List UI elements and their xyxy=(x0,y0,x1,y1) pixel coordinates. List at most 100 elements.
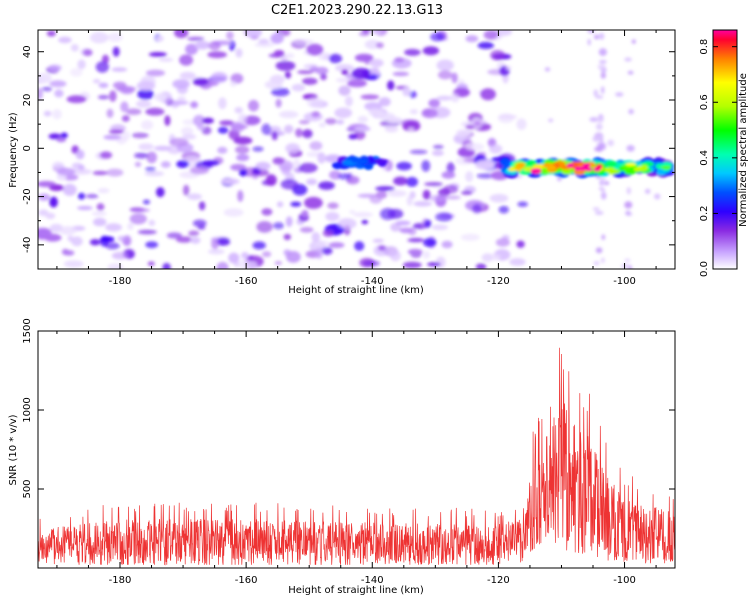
spectrogram-blob-577 xyxy=(601,234,606,240)
spectrogram-blob-563 xyxy=(600,142,606,151)
spectrogram-blob-463 xyxy=(516,118,527,130)
spectrogram-blob-313 xyxy=(274,261,283,265)
spectrogram-blob-235 xyxy=(402,261,422,269)
snr-y-axis-label: SNR (10 * v/v) xyxy=(8,414,19,485)
spectrogram-blob-437 xyxy=(477,41,494,50)
spectrogram-blob-490 xyxy=(302,77,318,85)
spectrogram-blob-475 xyxy=(351,67,371,80)
spectrogram-blob-101 xyxy=(285,53,295,59)
spectrogram-blob-274 xyxy=(489,144,503,154)
spectrogram-blob-136 xyxy=(230,163,247,171)
spectrogram-blob-506 xyxy=(338,85,351,96)
spectrogram-blob-854 xyxy=(530,168,542,174)
spectrogram-blob-401 xyxy=(432,150,444,157)
spectrogram-blob-464 xyxy=(66,95,87,104)
spectrogram-blob-200 xyxy=(233,136,253,145)
spectrogram-blob-482 xyxy=(177,96,186,101)
spectrogram-blob-355 xyxy=(407,248,423,255)
spectrogram-blob-496 xyxy=(317,152,326,164)
spectrogram-blob-553 xyxy=(599,60,607,64)
spectrogram-blob-442 xyxy=(465,171,474,183)
spectrogram-blob-855 xyxy=(625,162,637,167)
spectrogram-blob-340 xyxy=(301,210,309,217)
spectrogram-blob-851 xyxy=(508,167,516,172)
spectrogram-blob-211 xyxy=(218,97,227,110)
spectrogram-blob-466 xyxy=(408,227,417,236)
spectrogram-blob-15 xyxy=(446,162,455,174)
snr-x-tick-label-3: -120 xyxy=(487,575,510,586)
spectrogram-blob-450 xyxy=(155,187,165,198)
spectrogram-blob-306 xyxy=(134,152,149,159)
spectrogram-blob-333 xyxy=(516,240,525,248)
spectrogram-blob-383 xyxy=(390,222,401,232)
spectrogram-blob-144 xyxy=(162,262,171,269)
spectrogram-blob-214 xyxy=(172,79,190,89)
spectrogram-blob-47 xyxy=(120,101,129,113)
spectrogram-blob-424 xyxy=(239,169,248,177)
spectrogram-blob-74 xyxy=(137,229,157,235)
spectrogram-blob-841 xyxy=(546,165,557,171)
spectrogram-blob-301 xyxy=(436,59,454,72)
spectrogram-blob-472 xyxy=(235,48,243,58)
spectrogram-blob-302 xyxy=(354,53,374,62)
spectrogram-blob-248 xyxy=(142,199,151,205)
spectrogram-blob-515 xyxy=(107,263,123,269)
spectrogram-blob-276 xyxy=(315,66,329,75)
snr-x-tick-label-4: -100 xyxy=(613,575,636,586)
spectrogram-blob-2 xyxy=(476,173,496,179)
spectrogram-blob-397 xyxy=(38,227,52,238)
spectrogram-blob-233 xyxy=(284,124,294,134)
spectrogram-blob-116 xyxy=(276,201,284,208)
spectrogram-blob-421 xyxy=(280,178,299,190)
spectrogram-blob-377 xyxy=(202,160,220,166)
spectrogram-blob-3 xyxy=(357,115,368,123)
colorbar-tick-label-3: 0.6 xyxy=(699,94,710,110)
spectrogram-blob-435 xyxy=(93,217,107,227)
spectrogram-blob-425 xyxy=(347,79,367,88)
spectrogram-y-tick-label-3: 20 xyxy=(22,94,33,107)
spectrogram-blob-393 xyxy=(369,73,378,81)
spectrogram-blob-452 xyxy=(378,245,386,251)
spectrogram-blob-205 xyxy=(236,154,250,162)
spectrogram-blob-411 xyxy=(155,35,164,42)
spectrogram-blob-386 xyxy=(190,236,201,244)
spectrogram-blob-432 xyxy=(388,208,404,219)
spectrogram-blob-18 xyxy=(90,31,109,44)
spectrogram-blob-529 xyxy=(548,118,554,123)
spectrogram-blob-575 xyxy=(627,70,634,75)
spectrogram-blob-436 xyxy=(92,170,108,176)
spectrogram-blob-331 xyxy=(271,87,290,97)
spectrogram-blob-499 xyxy=(58,36,72,44)
spectrogram-blob-522 xyxy=(595,123,603,131)
spectrogram-blob-525 xyxy=(594,34,599,40)
spectrogram-blob-596 xyxy=(374,158,389,164)
spectrogram-blob-561 xyxy=(625,210,631,216)
spectrogram-blob-410 xyxy=(433,144,444,150)
spectrogram-blob-7 xyxy=(109,90,117,102)
spectrogram-blob-236 xyxy=(464,143,485,151)
spectrogram-blob-375 xyxy=(91,211,107,216)
spectrogram-blob-427 xyxy=(394,57,405,63)
spectrogram-blob-574 xyxy=(603,181,610,186)
spectrogram-blob-342 xyxy=(166,232,182,239)
spectrogram-blob-356 xyxy=(273,50,285,58)
spectrogram-blob-152 xyxy=(158,57,174,62)
spectrogram-blob-315 xyxy=(404,48,421,56)
spectrogram-blob-261 xyxy=(248,99,259,112)
spectrogram-blob-541 xyxy=(598,48,608,56)
spectrogram-blob-508 xyxy=(264,80,283,89)
spectrogram-blob-395 xyxy=(424,219,432,228)
snr-y-tick-label-1: 1000 xyxy=(22,397,33,422)
spectrogram-blob-487 xyxy=(271,131,278,141)
snr-y-tick-label-2: 1500 xyxy=(22,318,33,343)
spectrogram-blob-542 xyxy=(624,201,633,209)
spectrogram-blob-290 xyxy=(117,235,127,242)
spectrogram-blob-61 xyxy=(180,126,194,136)
spectrogram-blob-97 xyxy=(164,115,171,126)
spectrogram-blob-207 xyxy=(314,240,330,247)
spectrogram-blob-863 xyxy=(515,164,525,169)
spectrogram-blob-312 xyxy=(208,248,225,255)
spectrogram-blob-132 xyxy=(422,46,440,56)
spectrogram-blob-330 xyxy=(436,95,453,101)
spectrogram-blob-241 xyxy=(348,134,358,140)
